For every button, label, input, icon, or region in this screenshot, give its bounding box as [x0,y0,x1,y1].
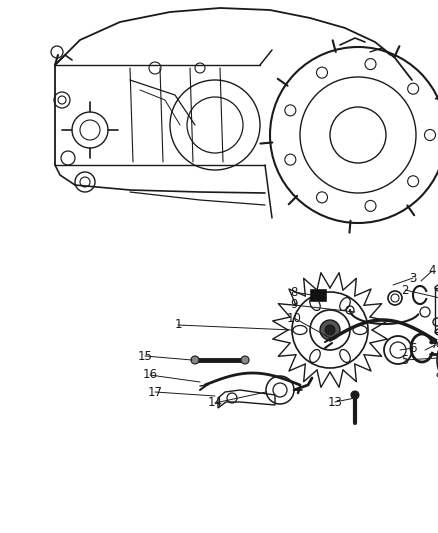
Text: 1: 1 [174,319,182,332]
Circle shape [351,391,359,399]
Circle shape [325,325,335,335]
Bar [310,289,326,301]
Text: 3: 3 [410,271,417,285]
Text: 8: 8 [290,286,298,298]
Text: 6: 6 [409,342,417,354]
Text: 16: 16 [142,368,158,382]
Text: 14: 14 [208,397,223,409]
Circle shape [241,356,249,364]
Text: 13: 13 [328,395,343,408]
Text: 7: 7 [431,338,438,351]
Text: 5: 5 [401,353,409,367]
Circle shape [191,356,199,364]
Text: 17: 17 [148,385,162,399]
Text: 9: 9 [290,298,298,311]
Circle shape [320,320,340,340]
Text: 2: 2 [401,284,409,296]
Text: 4: 4 [428,264,436,278]
Text: 15: 15 [138,350,152,362]
Text: 10: 10 [286,311,301,325]
Bar [435,288,438,332]
